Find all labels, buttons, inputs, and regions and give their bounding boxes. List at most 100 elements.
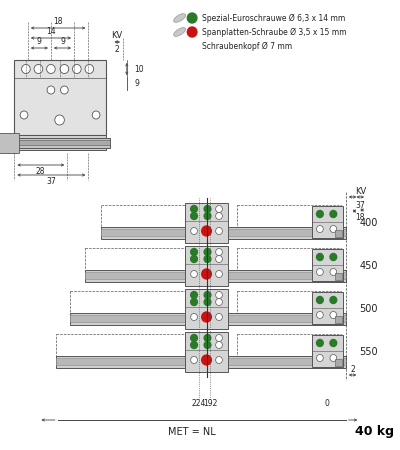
Bar [0, 133, 19, 153]
Text: MET = NL: MET = NL [168, 427, 216, 437]
Bar [14, 60, 106, 135]
Circle shape [216, 206, 222, 212]
Circle shape [216, 342, 222, 348]
Bar [70, 315, 346, 322]
Bar [0, 140, 110, 145]
Bar [56, 358, 346, 365]
Circle shape [216, 228, 222, 234]
Circle shape [204, 206, 211, 212]
Circle shape [55, 115, 64, 125]
Circle shape [60, 64, 69, 73]
Circle shape [191, 206, 198, 212]
Circle shape [204, 212, 211, 220]
Circle shape [191, 356, 198, 364]
Bar [186, 246, 228, 286]
Circle shape [202, 226, 211, 236]
Bar [312, 249, 343, 281]
Circle shape [204, 256, 211, 262]
Bar [335, 273, 342, 280]
Circle shape [316, 355, 323, 361]
Bar [335, 230, 342, 237]
Bar [84, 248, 202, 270]
Text: 37: 37 [46, 177, 56, 186]
Bar [237, 291, 341, 313]
Text: Spezial-Euroschrauwe Ø 6,3 x 14 mm: Spezial-Euroschrauwe Ø 6,3 x 14 mm [202, 14, 345, 22]
Ellipse shape [174, 14, 186, 22]
Circle shape [330, 253, 337, 261]
Circle shape [216, 292, 222, 298]
Text: 18: 18 [53, 18, 62, 27]
Ellipse shape [174, 27, 186, 36]
Circle shape [191, 248, 198, 256]
Circle shape [204, 342, 211, 348]
Bar [94, 138, 104, 147]
Circle shape [316, 269, 323, 275]
Bar [312, 335, 343, 367]
Circle shape [216, 270, 222, 278]
Circle shape [72, 64, 81, 73]
Circle shape [330, 225, 337, 233]
Circle shape [191, 256, 198, 262]
Bar [335, 316, 342, 323]
Circle shape [330, 311, 337, 319]
Text: 18: 18 [356, 213, 365, 222]
Circle shape [216, 356, 222, 364]
Text: 192: 192 [203, 399, 218, 408]
Circle shape [204, 248, 211, 256]
Text: 9: 9 [60, 37, 65, 46]
Circle shape [191, 298, 198, 306]
Bar [56, 334, 202, 356]
Text: 9: 9 [37, 37, 42, 46]
Bar [312, 206, 343, 238]
Bar [237, 334, 341, 356]
Bar [101, 205, 202, 227]
Text: KV: KV [112, 31, 123, 40]
Bar [186, 332, 228, 372]
Circle shape [34, 64, 43, 73]
Circle shape [20, 111, 28, 119]
Circle shape [316, 211, 323, 217]
Circle shape [191, 314, 198, 320]
Circle shape [60, 86, 68, 94]
Bar [335, 359, 342, 366]
Bar [14, 135, 106, 150]
Circle shape [216, 248, 222, 256]
Bar [70, 291, 202, 313]
Circle shape [85, 64, 94, 73]
Text: 550: 550 [359, 347, 378, 357]
Text: 37: 37 [355, 201, 365, 210]
Circle shape [92, 111, 100, 119]
Bar [101, 227, 346, 239]
Bar [0, 138, 110, 148]
Text: 224: 224 [192, 399, 206, 408]
Bar [237, 205, 341, 227]
Circle shape [216, 298, 222, 306]
Circle shape [191, 212, 198, 220]
Bar [101, 229, 346, 236]
Circle shape [316, 311, 323, 319]
Text: 500: 500 [359, 304, 378, 314]
Circle shape [216, 212, 222, 220]
Circle shape [187, 27, 197, 37]
Circle shape [216, 314, 222, 320]
Circle shape [191, 270, 198, 278]
Circle shape [191, 228, 198, 234]
Circle shape [202, 312, 211, 322]
Circle shape [316, 253, 323, 261]
Text: Schraubenkopf Ø 7 mm: Schraubenkopf Ø 7 mm [202, 41, 292, 50]
Circle shape [204, 334, 211, 342]
Circle shape [191, 334, 198, 342]
Circle shape [316, 297, 323, 303]
Text: KV: KV [356, 188, 367, 197]
Circle shape [316, 225, 323, 233]
Circle shape [204, 298, 211, 306]
Circle shape [330, 211, 337, 217]
Circle shape [47, 86, 55, 94]
Text: 28: 28 [36, 167, 45, 176]
Text: 40 kg: 40 kg [356, 426, 394, 438]
Bar [70, 313, 346, 325]
Bar [237, 248, 341, 270]
Circle shape [216, 334, 222, 342]
Circle shape [202, 355, 211, 365]
Circle shape [330, 339, 337, 346]
